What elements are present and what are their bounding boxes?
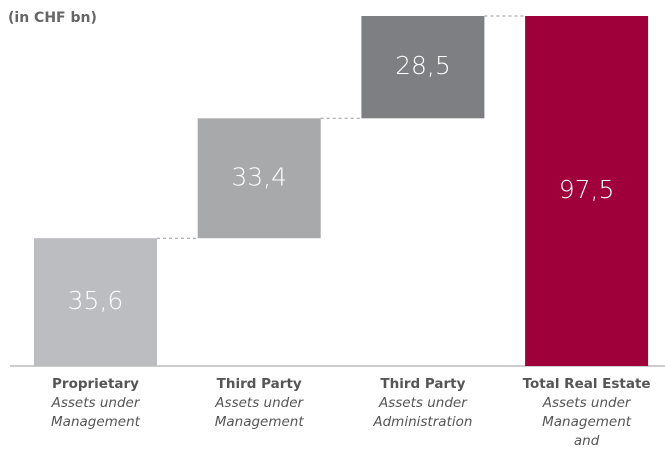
value-label: 97,5 [559,175,615,204]
category-name: Total Real Estate [522,376,651,392]
category-label: Third Party Assets under Administration [358,375,488,432]
category-label: Third Party Assets under Management [194,375,324,432]
value-label: 28,5 [395,51,451,80]
unit-label: (in CHF bn) [8,10,97,26]
category-name: Proprietary [52,376,139,392]
bar [361,16,485,119]
category-label: Total Real Estate Assets under Management… [522,375,652,454]
category-name: Third Party [380,376,466,392]
category-name: Third Party [216,376,302,392]
value-label: 33,4 [231,162,287,191]
bar [525,16,649,366]
value-label: 35,6 [68,286,124,315]
category-description: Assets under Management and Administrati… [537,395,636,454]
category-description: Assets under Administration [373,395,473,430]
bar [197,118,321,239]
category-description: Assets under Management [214,395,304,430]
category-label: Proprietary Assets under Management [31,375,161,432]
bar [34,238,157,366]
category-description: Assets under Management [51,395,140,430]
